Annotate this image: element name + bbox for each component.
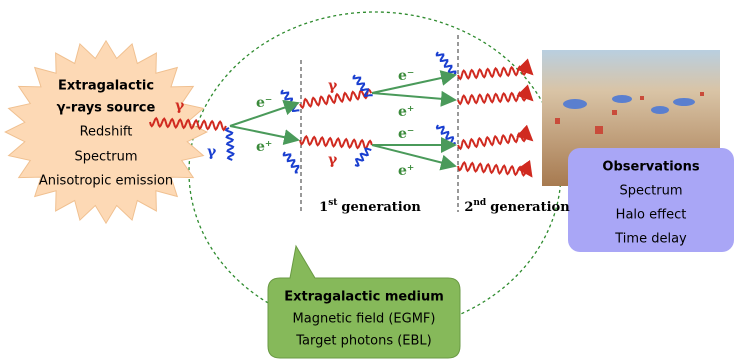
source-item: Redshift bbox=[80, 125, 133, 140]
source-item: Anisotropic emission bbox=[39, 174, 173, 189]
ebl-photon bbox=[355, 149, 371, 166]
ebl-photon bbox=[437, 52, 456, 77]
gamma-ray bbox=[458, 92, 532, 104]
generation-word: generation bbox=[341, 200, 421, 215]
gamma-ray bbox=[458, 163, 531, 177]
particle-label: e⁺ bbox=[398, 163, 414, 179]
observations-item: Time delay bbox=[614, 232, 687, 247]
particle-label: γ bbox=[328, 152, 338, 168]
ebl-photon bbox=[284, 152, 299, 173]
generation-suffix: nd bbox=[473, 198, 487, 208]
particle-label: e⁻ bbox=[256, 95, 272, 111]
particle-label: e⁻ bbox=[398, 68, 414, 84]
ebl-photon bbox=[437, 125, 456, 144]
particle-label: γ bbox=[175, 98, 185, 114]
observations-item: Halo effect bbox=[616, 208, 687, 223]
particle-label: e⁺ bbox=[398, 104, 414, 120]
generation-number: 1 bbox=[319, 200, 328, 215]
gamma-ray bbox=[458, 133, 532, 149]
source-item: Spectrum bbox=[75, 150, 138, 165]
medium-title: Extragalactic medium bbox=[284, 290, 444, 305]
particle-label: e⁻ bbox=[398, 126, 414, 142]
observations-item: Spectrum bbox=[620, 184, 683, 199]
ebl-photon bbox=[226, 128, 233, 160]
source-title: Extragalactic bbox=[58, 79, 154, 94]
particle-label: e⁺ bbox=[256, 139, 272, 155]
generation-suffix: st bbox=[328, 198, 338, 208]
particle-label: γ bbox=[207, 144, 217, 160]
particle-label: γ bbox=[328, 78, 338, 94]
observations-title: Observations bbox=[602, 160, 699, 175]
gamma-ray bbox=[300, 136, 372, 148]
source-title: γ-rays source bbox=[57, 101, 156, 116]
medium-item: Magnetic field (EGMF) bbox=[293, 312, 436, 327]
medium-item: Target photons (EBL) bbox=[295, 334, 432, 349]
generation-number: 2 bbox=[464, 200, 473, 215]
diagram: Extragalactic γ-rays source Redshift Spe… bbox=[0, 0, 735, 362]
generation-word: generation bbox=[490, 200, 570, 215]
